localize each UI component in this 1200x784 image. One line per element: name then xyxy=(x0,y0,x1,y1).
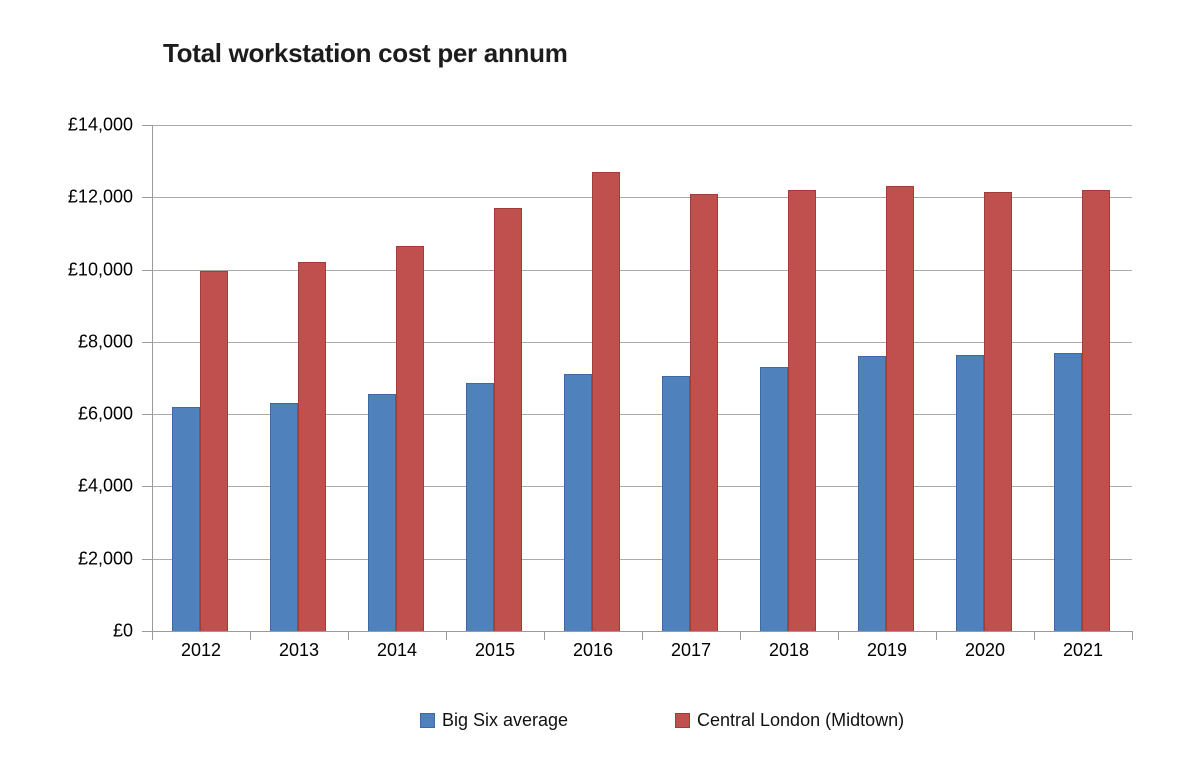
bar-big-six-average-2014 xyxy=(368,394,396,631)
bar-big-six-average-2019 xyxy=(858,356,886,631)
bar-big-six-average-2012 xyxy=(172,406,200,631)
y-tick-label: £8,000 xyxy=(77,331,133,352)
y-tick-label: £2,000 xyxy=(77,548,133,569)
y-axis-tick xyxy=(142,269,152,271)
y-tick-label: £10,000 xyxy=(67,259,133,280)
x-tick-label: 2020 xyxy=(964,640,1006,660)
bar-central-london-midtown--2015 xyxy=(494,208,522,631)
bar-central-london-midtown--2016 xyxy=(592,172,620,631)
x-tick-label: 2013 xyxy=(278,640,320,660)
x-tick-label: 2019 xyxy=(866,640,908,660)
x-axis-tick xyxy=(936,631,937,640)
bar-big-six-average-2016 xyxy=(564,374,592,631)
y-tick-label: £6,000 xyxy=(77,403,133,424)
legend-swatch-icon xyxy=(675,713,690,728)
y-axis-tick xyxy=(142,197,152,199)
bar-big-six-average-2021 xyxy=(1054,352,1082,631)
x-axis-tick xyxy=(152,631,153,640)
y-gridline xyxy=(152,558,1132,560)
x-axis-tick xyxy=(1034,631,1035,640)
chart-title: Total workstation cost per annum xyxy=(163,38,568,68)
legend-item: Central London (Midtown) xyxy=(675,710,904,731)
y-axis-tick xyxy=(142,558,152,560)
x-tick-label: 2015 xyxy=(474,640,516,660)
y-tick-label: £0 xyxy=(112,620,133,641)
y-tick-label: £14,000 xyxy=(67,114,133,135)
y-axis-tick xyxy=(142,631,152,632)
x-tick-label: 2017 xyxy=(670,640,712,660)
x-axis-tick xyxy=(446,631,447,640)
legend-swatch-icon xyxy=(420,713,435,728)
bar-big-six-average-2013 xyxy=(270,403,298,631)
y-tick-label: £4,000 xyxy=(77,475,133,496)
y-axis-tick xyxy=(142,341,152,343)
y-axis-tick xyxy=(142,414,152,416)
x-axis-tick xyxy=(544,631,545,640)
x-tick-label: 2016 xyxy=(572,640,614,660)
bar-central-london-midtown--2014 xyxy=(396,246,424,631)
x-axis-tick xyxy=(250,631,251,640)
y-gridline xyxy=(152,341,1132,343)
y-gridline xyxy=(152,125,1132,126)
bar-big-six-average-2015 xyxy=(466,383,494,631)
x-tick-label: 2018 xyxy=(768,640,810,660)
x-axis-tick xyxy=(740,631,741,640)
bar-central-london-midtown--2012 xyxy=(200,271,228,631)
x-tick-label: 2012 xyxy=(180,640,222,660)
bar-big-six-average-2018 xyxy=(760,367,788,631)
bar-central-london-midtown--2013 xyxy=(298,262,326,631)
bar-central-london-midtown--2019 xyxy=(886,186,914,631)
bar-big-six-average-2017 xyxy=(662,376,690,631)
y-axis-tick xyxy=(142,125,152,126)
legend: Big Six average Central London (Midtown) xyxy=(0,710,1200,736)
bar-central-london-midtown--2018 xyxy=(788,190,816,631)
x-axis-tick xyxy=(838,631,839,640)
bar-central-london-midtown--2021 xyxy=(1082,190,1110,631)
x-axis-tick xyxy=(1132,631,1133,640)
legend-label: Central London (Midtown) xyxy=(697,710,905,730)
legend-item: Big Six average xyxy=(420,710,568,731)
y-axis-tick xyxy=(142,486,152,488)
y-axis-line xyxy=(152,125,153,640)
plot-area: £0 £2,000 £4,000 £6,000 £8,000 £10,000 £12,000… xyxy=(68,115,1133,660)
bar-central-london-midtown--2017 xyxy=(690,193,718,631)
y-gridline xyxy=(152,197,1132,199)
legend-label: Big Six average xyxy=(442,710,569,730)
x-axis-tick xyxy=(642,631,643,640)
bar-big-six-average-2020 xyxy=(956,354,984,631)
y-gridline xyxy=(152,486,1132,488)
bar-central-london-midtown--2020 xyxy=(984,191,1012,631)
x-tick-label: 2014 xyxy=(376,640,418,660)
y-gridline xyxy=(152,414,1132,416)
x-axis-tick xyxy=(348,631,349,640)
y-gridline xyxy=(152,269,1132,271)
x-tick-label: 2021 xyxy=(1062,640,1104,660)
y-tick-label: £12,000 xyxy=(67,186,133,207)
